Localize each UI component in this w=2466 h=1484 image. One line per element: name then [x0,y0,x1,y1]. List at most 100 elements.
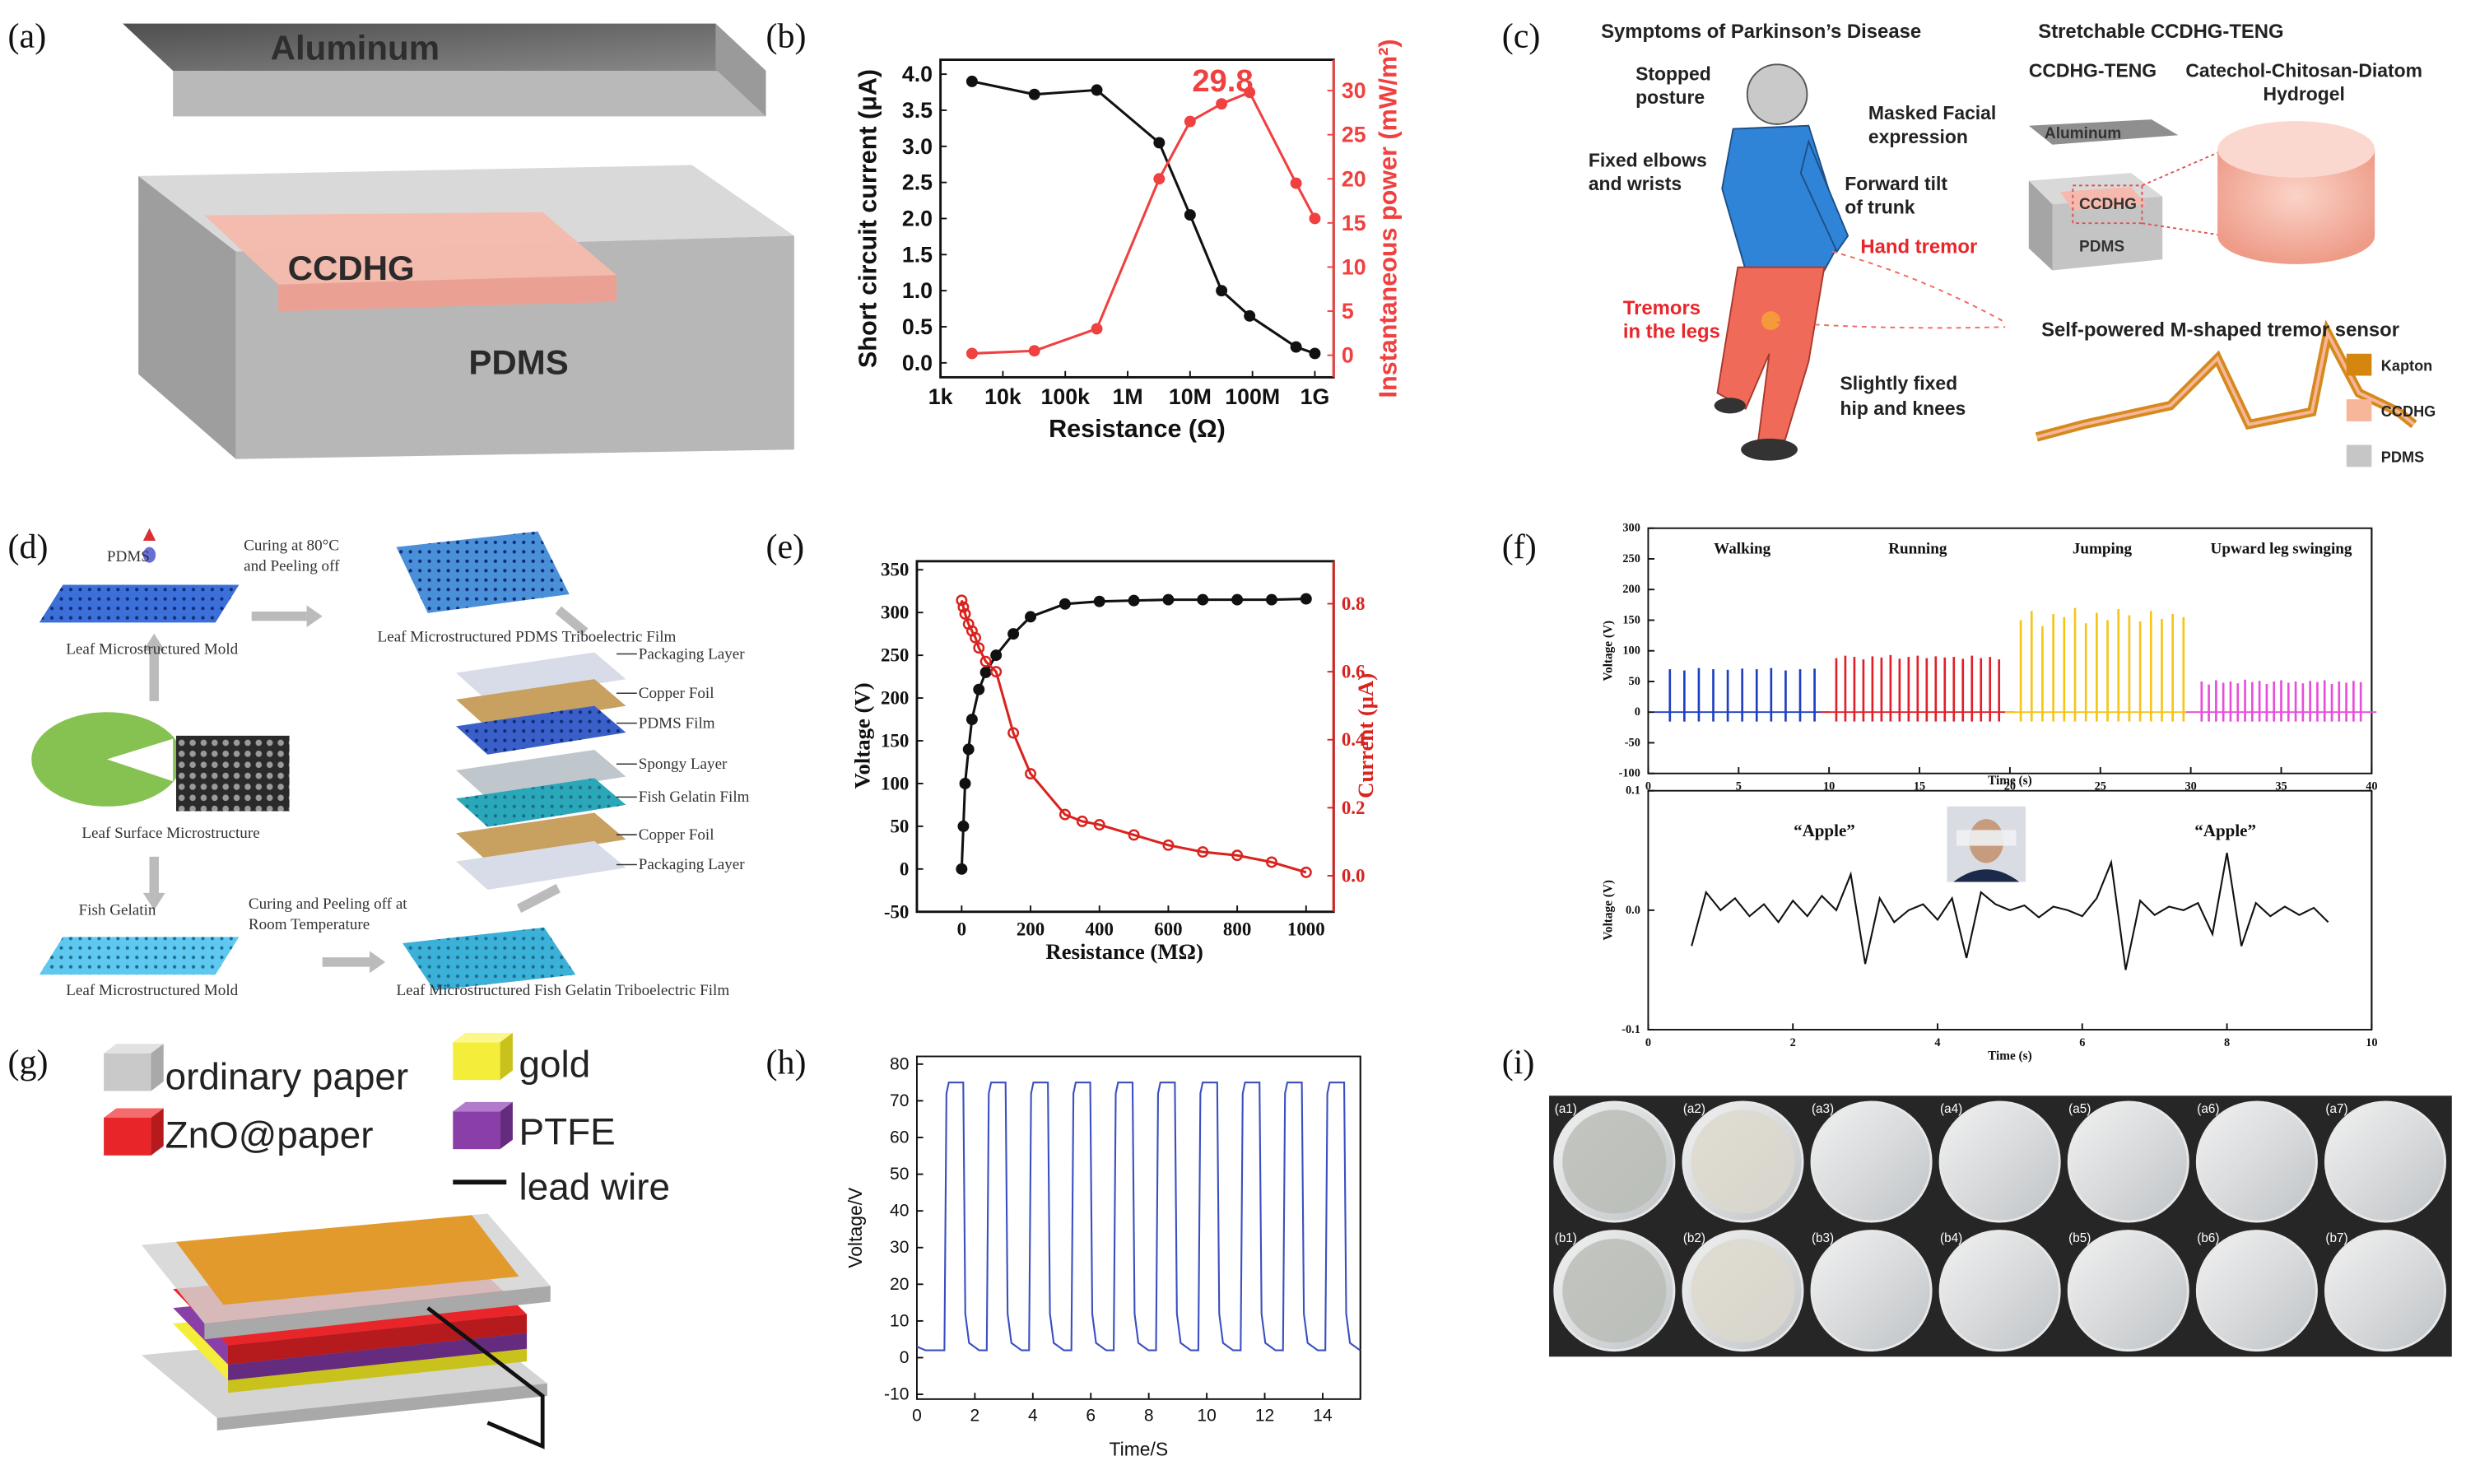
marker [957,601,970,613]
tick-label: 1M [1112,384,1142,409]
label: PDMS [468,343,568,382]
label: CCDHG [2381,403,2436,420]
marker [1059,598,1071,610]
label: Leaf Surface Microstructure [81,825,259,842]
label: PDMS [2381,449,2424,466]
colony-growth [1691,1239,1795,1343]
label: (b1) [1555,1231,1577,1245]
label: Self-powered M-shaped tremor sensor [2041,319,2399,342]
line-series [916,1082,1361,1351]
axis-label: Time (s) [1988,774,2032,788]
label: Kapton [2381,358,2432,374]
marker [1007,628,1020,640]
petri-dish [2195,1100,2318,1223]
tick-label: 1k [928,384,953,409]
marker [965,75,978,87]
label: Stretchable CCDHG-TENG [2038,21,2283,43]
tick-label: 60 [890,1128,909,1147]
marker [1028,88,1040,100]
tick-label: 14 [1313,1407,1333,1426]
tick-label: 40 [890,1202,909,1221]
label: Catechol-Chitosan-Diatom [2185,60,2422,81]
label: Aluminum [271,29,440,67]
panel-i-photo [1549,1096,2452,1357]
tick-label: 10 [2366,1036,2377,1049]
series-label: Walking [1714,540,1770,557]
axis-label: Voltage (V) [1601,880,1615,941]
panel-f-photo [1947,806,2026,882]
marker [965,347,978,360]
marker [1025,768,1037,780]
marker [1309,212,1321,225]
tick-label: 0 [1645,780,1651,793]
tick-label: 0 [1342,343,1354,368]
marker [1162,839,1175,851]
tick-label: 30 [1342,78,1366,103]
axis-label: Time/S [1109,1439,1168,1460]
tick-label: 70 [890,1091,909,1110]
marker [1197,593,1209,606]
panel-label: (g) [8,1044,49,1082]
marker [1153,137,1166,149]
label: Packaging Layer [639,645,745,663]
tick-label: -10 [884,1385,909,1404]
label: posture [1635,86,1705,108]
label: Leaf Microstructured PDMS Triboelectric … [378,628,677,645]
tick-label: 100M [1225,384,1280,409]
tick-label: 0.0 [1342,865,1366,886]
tick-label: 6 [2079,1036,2085,1049]
marker [1093,595,1105,607]
panel-label: (d) [8,528,49,566]
tick-label: 6 [1086,1407,1096,1426]
petri-dish [2067,1100,2189,1223]
plot-frame [915,560,1335,914]
tick-label: 0.5 [902,314,933,339]
tick-label: 300 [881,602,909,623]
annotation: 29.8 [1192,63,1253,99]
panel-label: (e) [766,528,805,566]
marker [1184,209,1196,221]
petri-dish [2324,1230,2447,1352]
petri-dish [1938,1230,2061,1352]
panel-label: (h) [766,1044,807,1082]
label: (b5) [2068,1231,2091,1245]
marker [1231,849,1244,862]
tick-label: 0.8 [1342,593,1366,614]
tick-label: 0.1 [1626,784,1640,798]
marker [990,666,1003,678]
label: Fish Gelatin [79,902,156,919]
plot-frame [1647,527,2373,775]
label: PDMS [107,548,150,565]
marker [1059,808,1071,821]
marker [1265,593,1277,606]
label: CCDHG [2079,196,2137,213]
tick-label: 0.0 [902,351,933,375]
label: Leaf Microstructured Mold [66,982,238,999]
tick-label: 15 [1342,211,1366,235]
label: (b6) [2197,1231,2219,1245]
tick-label: 20 [890,1275,909,1294]
tick-label: 5 [1342,299,1354,323]
label: (a5) [2068,1102,2091,1116]
line-series [1691,853,2329,970]
tick-label: 100 [881,773,909,793]
tick-label: 100 [1622,644,1640,658]
tick-label: 0 [900,858,909,879]
marker [1007,727,1020,739]
tick-label: 150 [881,731,909,751]
label: (a7) [2325,1102,2347,1116]
marker [990,649,1003,662]
marker [1216,98,1228,110]
label: Forward tilt [1845,173,1947,194]
tick-label: 200 [1622,583,1640,596]
axis-label: Voltage (V) [850,682,875,789]
marker [1300,866,1312,878]
panel-label: (b) [766,17,807,55]
tick-label: 2 [1790,1036,1796,1049]
tick-label: 250 [1622,552,1640,565]
legend-label: gold [519,1043,591,1085]
marker [1128,594,1140,607]
axis-label: Voltage (V) [1601,621,1615,682]
marker [1216,285,1228,297]
tick-label: 0 [1635,705,1640,719]
